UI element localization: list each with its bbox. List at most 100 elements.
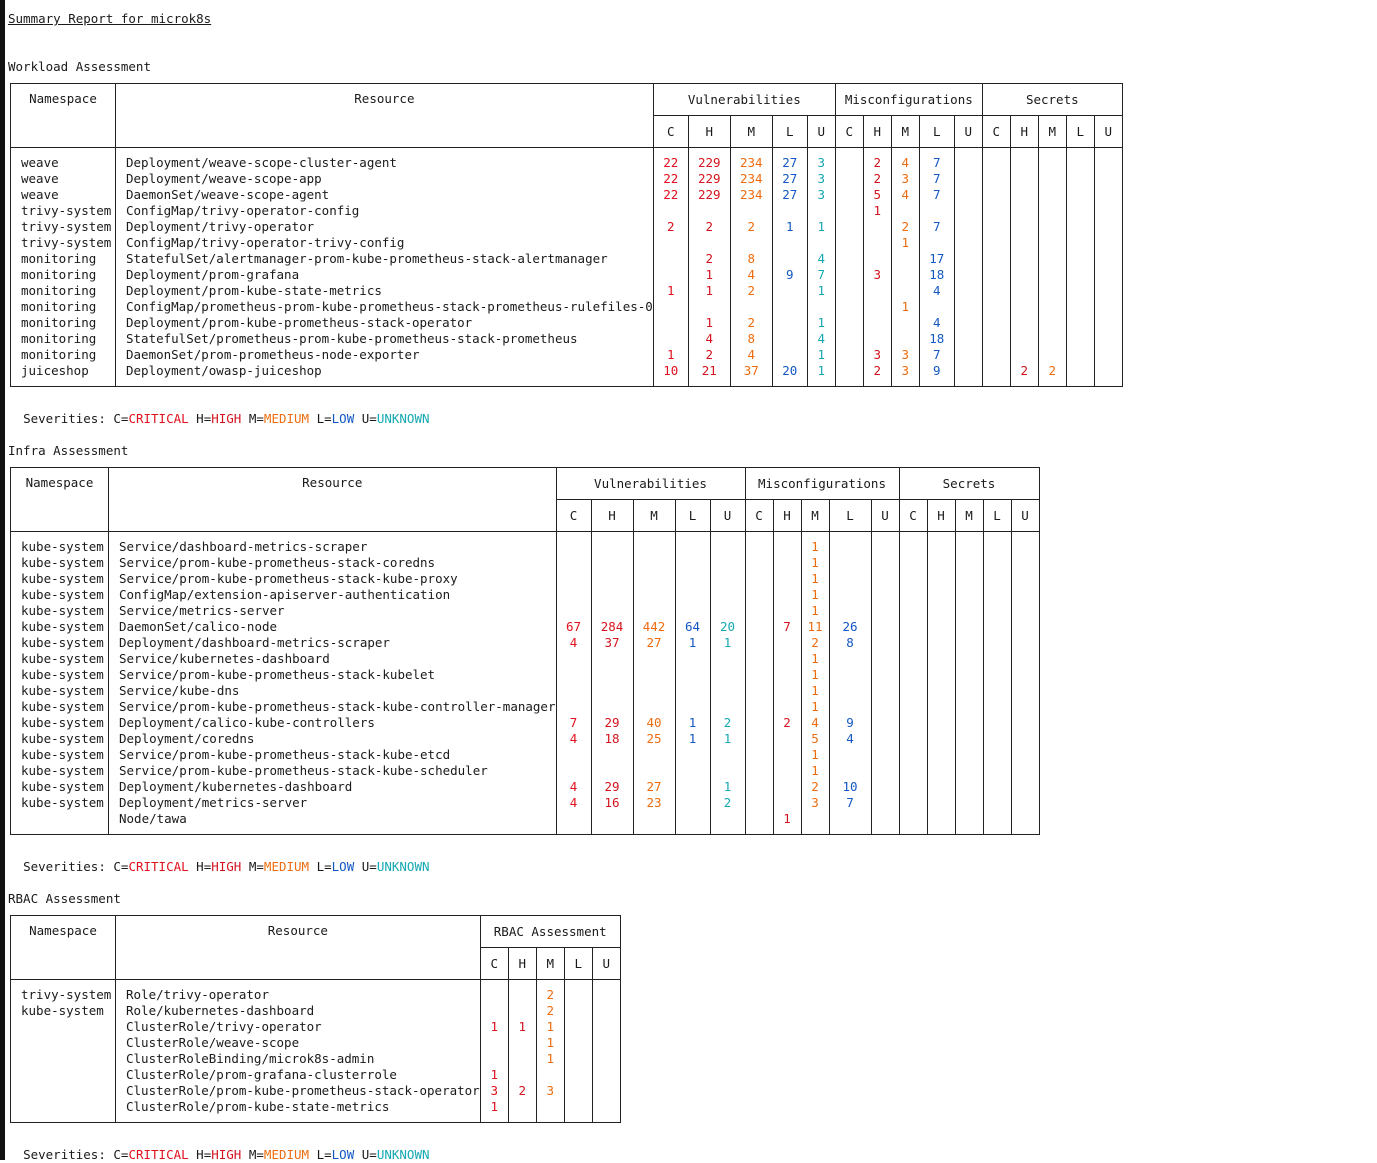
count-value — [983, 299, 1010, 315]
count-value: 5 — [811, 731, 819, 746]
count-value — [900, 667, 927, 683]
count-value — [481, 1003, 508, 1019]
count-value: 27 — [646, 635, 662, 650]
count-value — [1012, 555, 1039, 571]
count-column-s-u — [1010, 531, 1040, 835]
namespace-value — [11, 1099, 115, 1115]
count-value: 1 — [705, 315, 714, 330]
count-value — [1011, 219, 1038, 235]
resource-value: Service/prom-kube-prometheus-stack-kube-… — [119, 747, 451, 762]
report-title: Summary Report for microk8s — [8, 11, 212, 26]
rbac-heading: RBAC Assessment — [8, 891, 121, 906]
count-value — [836, 155, 863, 171]
count-value: 20 — [782, 363, 798, 378]
col-group-misconfigurations: Misconfigurations — [744, 467, 900, 500]
count-value: 3 — [873, 267, 882, 282]
count-value — [634, 763, 675, 779]
count-value — [711, 571, 745, 587]
count-value — [689, 299, 730, 315]
count-value — [956, 763, 983, 779]
count-value — [1067, 315, 1094, 331]
count-value — [984, 699, 1011, 715]
count-value: 1 — [817, 283, 826, 298]
count-value: 3 — [901, 171, 910, 186]
count-value — [928, 587, 955, 603]
count-value — [746, 635, 773, 651]
count-value — [892, 283, 919, 299]
count-value — [928, 715, 955, 731]
count-value: 2 — [546, 987, 554, 1002]
count-value — [746, 795, 773, 811]
count-value: 4 — [747, 347, 756, 362]
namespace-value: kube-system — [21, 747, 104, 762]
count-value — [565, 1003, 592, 1019]
count-value — [928, 619, 955, 635]
count-value — [509, 1035, 536, 1051]
count-value — [956, 667, 983, 683]
resource-value: Service/prom-kube-prometheus-stack-kube-… — [119, 571, 458, 586]
count-value: 229 — [698, 171, 721, 186]
count-value: 22 — [663, 171, 679, 186]
count-value — [956, 779, 983, 795]
count-value — [557, 539, 591, 555]
count-value — [983, 267, 1010, 283]
count-column-s-l — [1065, 147, 1095, 387]
count-value — [774, 651, 801, 667]
resource-value: ClusterRole/weave-scope — [126, 1035, 300, 1050]
count-value: 1 — [811, 763, 819, 778]
count-value — [557, 571, 591, 587]
namespace-value: kube-system — [21, 603, 104, 618]
count-value — [872, 811, 899, 827]
count-value — [1067, 251, 1094, 267]
count-value — [928, 603, 955, 619]
count-value: 1 — [783, 811, 791, 826]
count-value: 3 — [901, 347, 910, 362]
count-value — [592, 603, 633, 619]
count-value: 1 — [811, 651, 819, 666]
count-value — [676, 795, 710, 811]
count-value — [956, 699, 983, 715]
count-value — [836, 203, 863, 219]
count-column-m-h: 7 2 1 — [772, 531, 802, 835]
count-value — [1012, 811, 1039, 827]
count-value: 234 — [740, 155, 763, 170]
count-value: 2 — [811, 635, 819, 650]
count-value — [746, 603, 773, 619]
namespace-value: kube-system — [21, 667, 104, 682]
rbac-body: trivy-system kube-system Role/trivy-operat… — [10, 979, 621, 1123]
count-value — [481, 1035, 508, 1051]
count-value — [872, 635, 899, 651]
count-value — [592, 539, 633, 555]
count-value — [1012, 747, 1039, 763]
count-column-m-m: 1 1 1 1 1 11 2 1 1 1 1 4 5 1 1 2 3 — [800, 531, 830, 835]
count-value — [900, 635, 927, 651]
count-value: 7 — [846, 795, 854, 810]
count-value: 1 — [786, 219, 794, 234]
count-value: 2 — [546, 1003, 554, 1018]
count-value — [1067, 203, 1094, 219]
count-value: 1 — [817, 363, 826, 378]
severity-col-u: U — [806, 115, 836, 148]
count-value — [565, 1067, 592, 1083]
count-value: 1 — [688, 715, 697, 730]
count-value — [830, 539, 871, 555]
namespace-value: weave — [21, 187, 59, 202]
count-value — [565, 987, 592, 1003]
count-value — [746, 571, 773, 587]
count-value — [1095, 315, 1122, 331]
count-value: 3 — [817, 171, 826, 186]
count-value — [689, 235, 730, 251]
count-value — [984, 571, 1011, 587]
resource-value: Deployment/prom-kube-state-metrics — [126, 283, 382, 298]
count-value — [1039, 219, 1066, 235]
workload-heading: Workload Assessment — [8, 59, 151, 74]
namespace-value: monitoring — [21, 315, 97, 330]
count-column-r-u — [591, 979, 621, 1123]
count-value — [654, 203, 688, 219]
count-value — [1095, 347, 1122, 363]
count-value — [746, 699, 773, 715]
col-namespace: Namespace — [10, 915, 116, 980]
count-value — [872, 747, 899, 763]
